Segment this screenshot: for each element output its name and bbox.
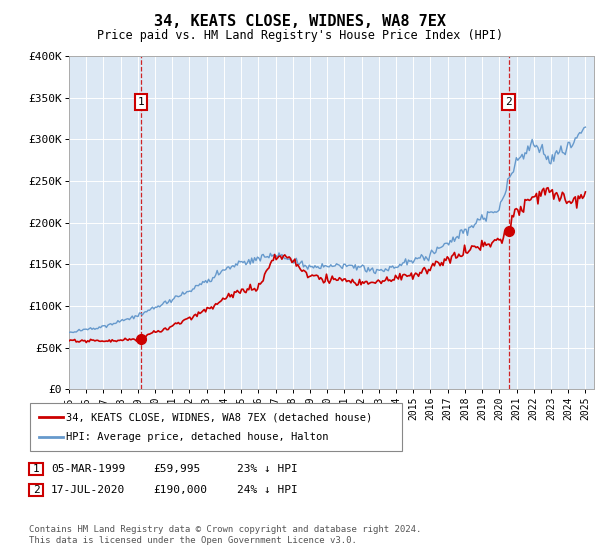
Text: 1: 1: [32, 464, 40, 474]
Text: Price paid vs. HM Land Registry's House Price Index (HPI): Price paid vs. HM Land Registry's House …: [97, 29, 503, 42]
Text: 23% ↓ HPI: 23% ↓ HPI: [237, 464, 298, 474]
Text: 24% ↓ HPI: 24% ↓ HPI: [237, 485, 298, 495]
Text: 34, KEATS CLOSE, WIDNES, WA8 7EX: 34, KEATS CLOSE, WIDNES, WA8 7EX: [154, 14, 446, 29]
Text: 2: 2: [32, 485, 40, 495]
Text: 2: 2: [505, 97, 512, 107]
Text: 17-JUL-2020: 17-JUL-2020: [51, 485, 125, 495]
Text: HPI: Average price, detached house, Halton: HPI: Average price, detached house, Halt…: [66, 432, 329, 442]
Text: £190,000: £190,000: [153, 485, 207, 495]
Text: 34, KEATS CLOSE, WIDNES, WA8 7EX (detached house): 34, KEATS CLOSE, WIDNES, WA8 7EX (detach…: [66, 413, 372, 422]
Text: Contains HM Land Registry data © Crown copyright and database right 2024.
This d: Contains HM Land Registry data © Crown c…: [29, 525, 421, 545]
Text: 05-MAR-1999: 05-MAR-1999: [51, 464, 125, 474]
Text: 1: 1: [137, 97, 145, 107]
Text: £59,995: £59,995: [153, 464, 200, 474]
